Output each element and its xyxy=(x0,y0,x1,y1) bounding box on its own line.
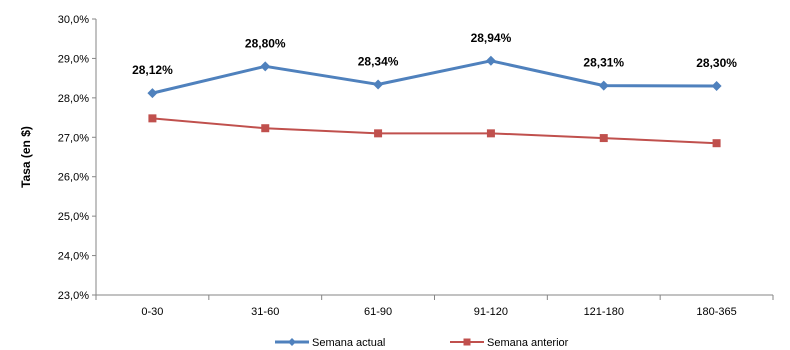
marker-diamond xyxy=(260,61,271,72)
marker-diamond xyxy=(485,55,496,66)
x-tick-label: 121-180 xyxy=(584,306,624,318)
axes xyxy=(92,18,774,300)
marker-diamond xyxy=(711,81,722,92)
marker-diamond xyxy=(147,88,158,99)
y-tick-label: 26,0% xyxy=(58,172,89,184)
y-tick-label: 27,0% xyxy=(58,132,89,144)
data-label: 28,80% xyxy=(245,36,286,50)
x-tick-label: 180-365 xyxy=(696,306,736,318)
x-tick-label: 91-120 xyxy=(474,306,508,318)
marker-square xyxy=(463,338,471,346)
legend-label: Semana actual xyxy=(312,337,385,349)
data-label: 28,31% xyxy=(583,56,624,70)
data-label: 28,94% xyxy=(471,31,512,45)
series-lines xyxy=(147,55,722,148)
x-tick-label: 31-60 xyxy=(251,306,279,318)
y-tick-labels: 23,0% 24,0% 25,0% 26,0% 27,0% 28,0% 29,0% 30,0% xyxy=(58,14,89,302)
y-tick-label: 24,0% xyxy=(58,251,89,263)
y-tick-label: 30,0% xyxy=(58,14,89,26)
marker-square xyxy=(712,139,721,148)
data-labels: 28,12% 28,80% 28,34% 28,94% 28,31% 28,30% xyxy=(132,31,737,77)
marker-square xyxy=(486,129,495,138)
y-tick-label: 29,0% xyxy=(58,53,89,65)
series-line xyxy=(152,59,717,95)
y-tick-label: 25,0% xyxy=(58,211,89,223)
series-line xyxy=(152,117,717,145)
y-axis-label: Tasa (en $) xyxy=(19,126,33,188)
y-tick-label: 28,0% xyxy=(58,93,89,105)
legend-label: Semana anterior xyxy=(487,337,569,349)
marker-square xyxy=(148,114,157,123)
x-tick-label: 61-90 xyxy=(364,306,392,318)
marker-square xyxy=(374,129,383,138)
data-label: 28,30% xyxy=(696,56,737,70)
marker-diamond xyxy=(288,338,296,346)
y-tick-label: 23,0% xyxy=(58,290,89,302)
marker-diamond xyxy=(598,80,609,91)
marker-diamond xyxy=(373,79,384,90)
x-tick-labels: 0-30 31-60 61-90 91-120 121-180 180-365 xyxy=(141,306,736,318)
legend: Semana actual Semana anterior xyxy=(275,337,569,349)
data-label: 28,12% xyxy=(132,63,173,77)
data-label: 28,34% xyxy=(358,54,399,68)
marker-square xyxy=(261,124,270,133)
marker-square xyxy=(599,134,608,143)
x-tick-label: 0-30 xyxy=(141,306,163,318)
